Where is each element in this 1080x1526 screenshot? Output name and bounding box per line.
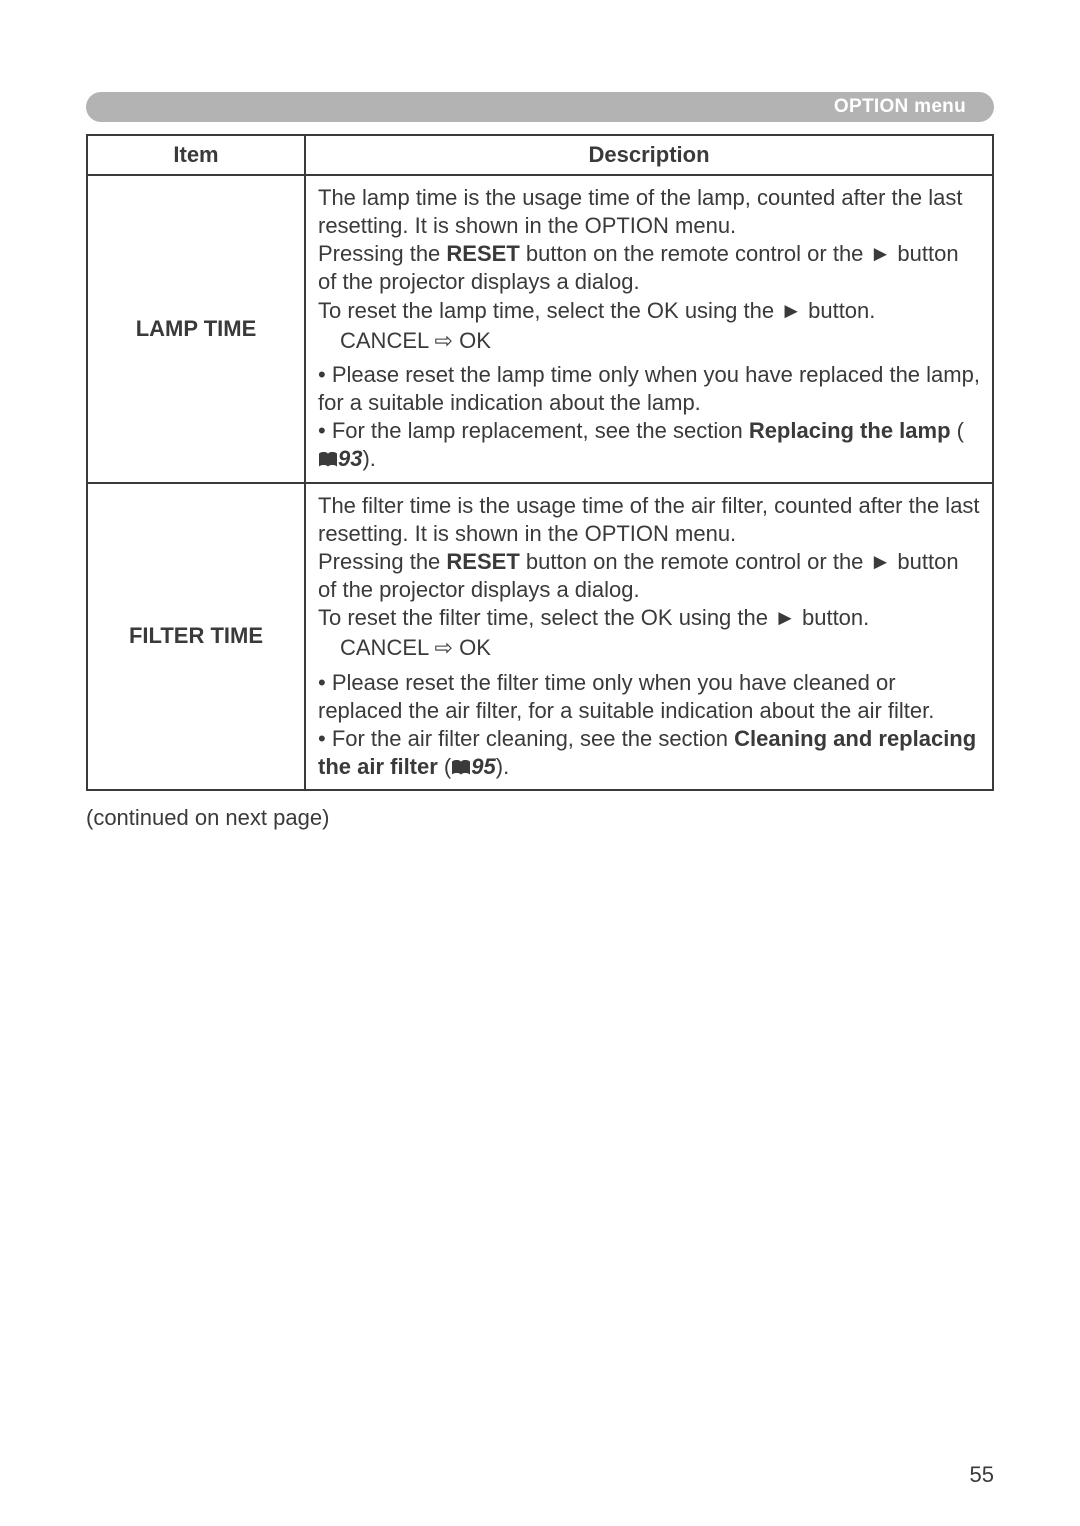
col-header-description: Description [305, 135, 993, 175]
section-header-bar: OPTION menu [86, 92, 994, 122]
section-header-title: OPTION menu [834, 96, 966, 118]
item-cell-lamp-time: LAMP TIME [87, 175, 305, 483]
lamp-p1b: Pressing the RESET button on the remote … [318, 240, 982, 296]
page-content: OPTION menu Item Description LAMP TIME T… [0, 0, 1080, 831]
book-icon [318, 452, 338, 468]
options-table: Item Description LAMP TIME The lamp time… [86, 134, 994, 791]
lamp-p1b-pre: Pressing the [318, 241, 446, 266]
filter-note2-open: ( [438, 754, 451, 779]
table-row: LAMP TIME The lamp time is the usage tim… [87, 175, 993, 483]
filter-cancel-ok: CANCEL ⇨ OK [318, 634, 982, 662]
lamp-note2-ref: 93 [338, 446, 362, 471]
item-cell-filter-time: FILTER TIME [87, 483, 305, 791]
book-icon [451, 760, 471, 776]
filter-note1: • Please reset the filter time only when… [318, 669, 982, 725]
table-row: FILTER TIME The filter time is the usage… [87, 483, 993, 791]
table-header-row: Item Description [87, 135, 993, 175]
lamp-p1b-bold: RESET [446, 241, 519, 266]
desc-cell-lamp-time: The lamp time is the usage time of the l… [305, 175, 993, 483]
filter-note2-close: ). [496, 754, 509, 779]
filter-p1b-pre: Pressing the [318, 549, 446, 574]
filter-note2-ref: 95 [471, 754, 495, 779]
lamp-note1: • Please reset the lamp time only when y… [318, 361, 982, 417]
filter-p1b-bold: RESET [446, 549, 519, 574]
lamp-note2-close: ). [362, 446, 375, 471]
page-number: 55 [970, 1462, 994, 1488]
lamp-p1a: The lamp time is the usage time of the l… [318, 184, 982, 240]
filter-note2-pre: • For the air filter cleaning, see the s… [318, 726, 734, 751]
filter-p1b: Pressing the RESET button on the remote … [318, 548, 982, 604]
lamp-note2-bold: Replacing the lamp [749, 418, 951, 443]
filter-p1a: The filter time is the usage time of the… [318, 492, 982, 548]
filter-note2: • For the air filter cleaning, see the s… [318, 725, 982, 781]
lamp-note2-open: ( [951, 418, 964, 443]
lamp-note2: • For the lamp replacement, see the sect… [318, 417, 982, 473]
lamp-p1c: To reset the lamp time, select the OK us… [318, 297, 982, 325]
continued-note: (continued on next page) [86, 805, 994, 831]
lamp-note2-pre: • For the lamp replacement, see the sect… [318, 418, 749, 443]
lamp-cancel-ok: CANCEL ⇨ OK [318, 327, 982, 355]
desc-cell-filter-time: The filter time is the usage time of the… [305, 483, 993, 791]
filter-p1c: To reset the filter time, select the OK … [318, 604, 982, 632]
col-header-item: Item [87, 135, 305, 175]
